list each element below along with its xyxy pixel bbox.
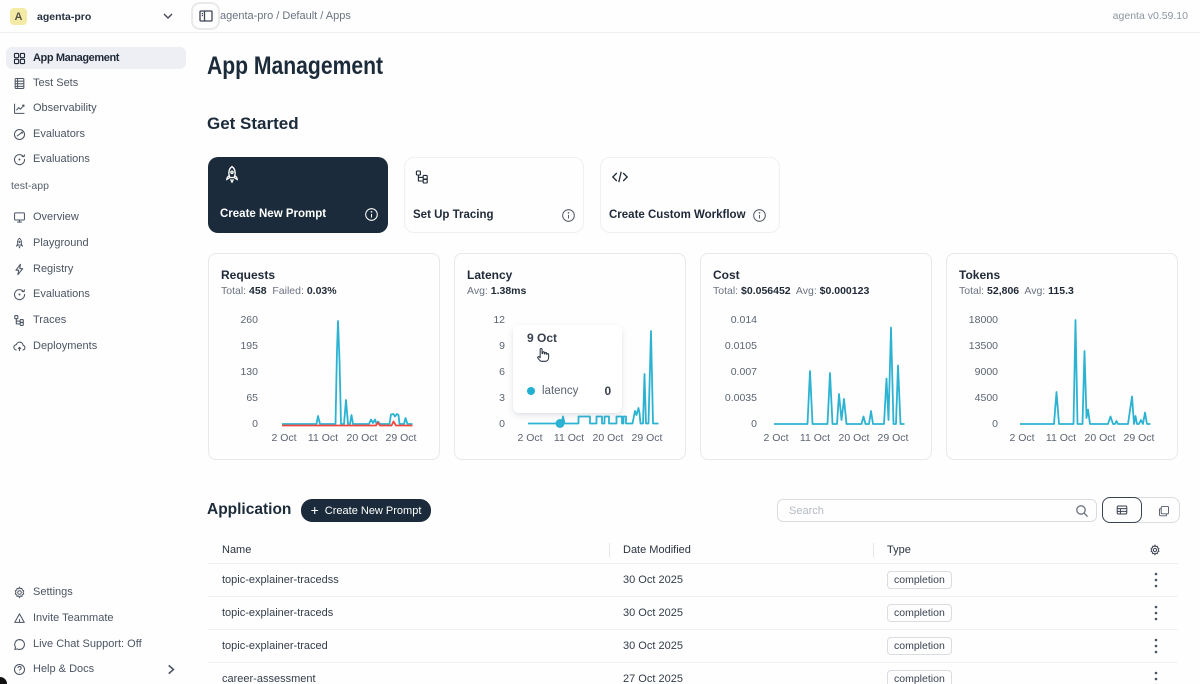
svg-text:65: 65 xyxy=(246,392,258,404)
svg-text:0: 0 xyxy=(499,418,505,430)
svg-text:12: 12 xyxy=(493,314,505,326)
svg-text:260: 260 xyxy=(240,314,258,326)
svg-text:11 Oct: 11 Oct xyxy=(308,432,338,444)
svg-text:2 Oct: 2 Oct xyxy=(517,432,542,444)
svg-text:130: 130 xyxy=(240,366,258,378)
svg-text:20 Oct: 20 Oct xyxy=(839,432,870,444)
svg-text:195: 195 xyxy=(240,340,258,352)
svg-text:4500: 4500 xyxy=(975,392,999,404)
svg-text:0: 0 xyxy=(252,418,258,430)
svg-text:20 Oct: 20 Oct xyxy=(593,432,624,444)
svg-text:0.0035: 0.0035 xyxy=(725,392,757,404)
svg-text:29 Oct: 29 Oct xyxy=(386,432,417,444)
svg-text:0: 0 xyxy=(992,418,998,430)
svg-text:29 Oct: 29 Oct xyxy=(1124,432,1155,444)
svg-text:11 Oct: 11 Oct xyxy=(800,432,830,444)
svg-text:0.007: 0.007 xyxy=(731,366,757,378)
svg-text:2 Oct: 2 Oct xyxy=(271,432,296,444)
svg-text:0.014: 0.014 xyxy=(731,314,757,326)
svg-text:2 Oct: 2 Oct xyxy=(763,432,788,444)
svg-text:29 Oct: 29 Oct xyxy=(878,432,909,444)
svg-text:9000: 9000 xyxy=(975,366,999,378)
svg-text:6: 6 xyxy=(499,366,505,378)
svg-text:11 Oct: 11 Oct xyxy=(1046,432,1076,444)
svg-text:18000: 18000 xyxy=(969,314,998,326)
svg-text:0: 0 xyxy=(751,418,757,430)
svg-text:29 Oct: 29 Oct xyxy=(632,432,663,444)
svg-text:11 Oct: 11 Oct xyxy=(554,432,584,444)
svg-text:20 Oct: 20 Oct xyxy=(1085,432,1116,444)
svg-text:0.0105: 0.0105 xyxy=(725,340,757,352)
svg-text:13500: 13500 xyxy=(969,340,998,352)
svg-text:3: 3 xyxy=(499,392,505,404)
svg-text:9: 9 xyxy=(499,340,505,352)
svg-text:2 Oct: 2 Oct xyxy=(1009,432,1034,444)
svg-text:20 Oct: 20 Oct xyxy=(347,432,378,444)
